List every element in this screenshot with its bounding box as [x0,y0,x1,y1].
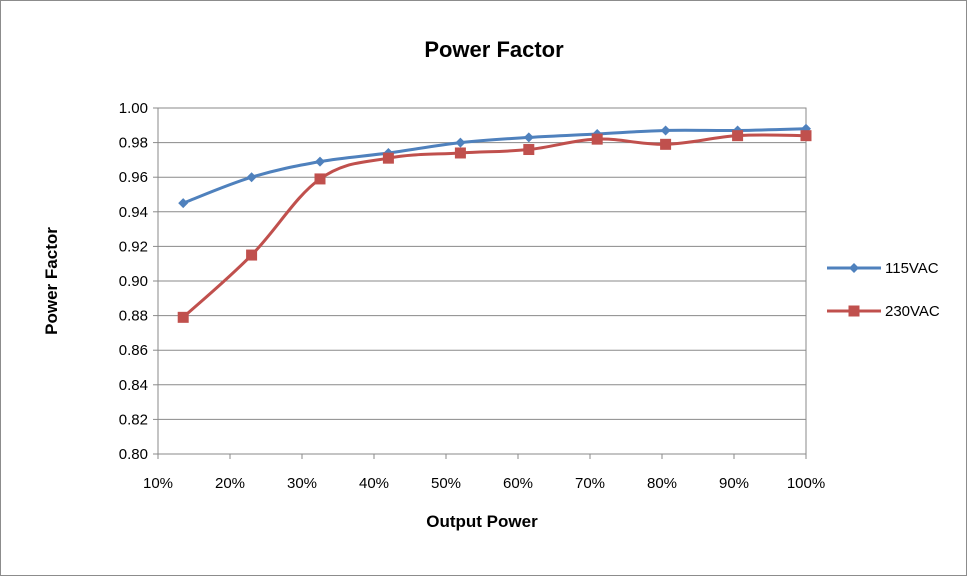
y-tick-label: 0.82 [119,411,148,428]
x-tick-label: 50% [431,475,461,492]
x-tick-label: 30% [287,475,317,492]
y-tick-label: 0.90 [119,273,148,290]
axes: 0.80 0.82 0.84 0.86 0.88 0.90 0.92 0.94 0.96 0.98… [119,100,825,492]
x-tick-label: 80% [647,475,677,492]
data-point-115vac [660,125,671,136]
y-tick-label: 0.98 [119,135,148,152]
legend-marker-115vac [849,263,859,273]
data-point-115vac [523,132,534,143]
data-point-115vac [455,137,466,148]
y-axis-title: Power Factor [42,227,61,335]
data-point-230vac [591,133,603,145]
x-tick-label: 10% [143,475,173,492]
data-point-230vac [314,173,326,185]
data-point-230vac [523,144,535,156]
x-tick-label: 60% [503,475,533,492]
legend-item-115vac: 115VAC [827,260,939,277]
chart-title: Power Factor [424,37,564,62]
data-point-230vac [660,138,672,150]
legend-label-115vac: 115VAC [885,260,939,277]
series-line-115vac [181,127,808,205]
legend-marker-230vac [848,305,860,317]
data-point-115vac [315,156,325,167]
plot-area-border [157,107,807,455]
data-point-230vac [382,152,394,164]
y-tick-label: 0.80 [119,446,148,463]
legend-label-230vac: 230VAC [885,303,940,320]
x-tick-label: 90% [719,475,749,492]
data-point-230vac [732,130,744,142]
series-230vac [177,130,812,323]
x-tick-label: 20% [215,475,245,492]
y-tick-label: 0.88 [119,308,148,325]
data-point-230vac [246,249,258,261]
legend: 115VAC 230VAC [827,260,940,320]
y-tick-label: 0.96 [119,169,148,186]
gridlines [158,107,806,455]
y-tick-label: 0.84 [119,377,148,394]
series-line-230vac [181,133,808,319]
data-point-115vac [246,172,257,183]
y-tick-label: 0.86 [119,342,148,359]
y-tick-label: 0.92 [119,238,148,255]
data-point-230vac [454,147,466,159]
data-point-230vac [800,130,812,142]
legend-item-230vac: 230VAC [827,303,940,320]
x-tick-label: 70% [575,475,605,492]
data-point-230vac [177,311,189,323]
data-point-115vac [178,198,189,209]
x-tick-label: 100% [787,475,825,492]
x-axis-title: Output Power [426,512,538,531]
series-115vac [178,123,811,209]
y-tick-label: 0.94 [119,204,148,221]
data-series [177,123,812,323]
y-tick-label: 1.00 [119,100,148,117]
x-tick-label: 40% [359,475,389,492]
